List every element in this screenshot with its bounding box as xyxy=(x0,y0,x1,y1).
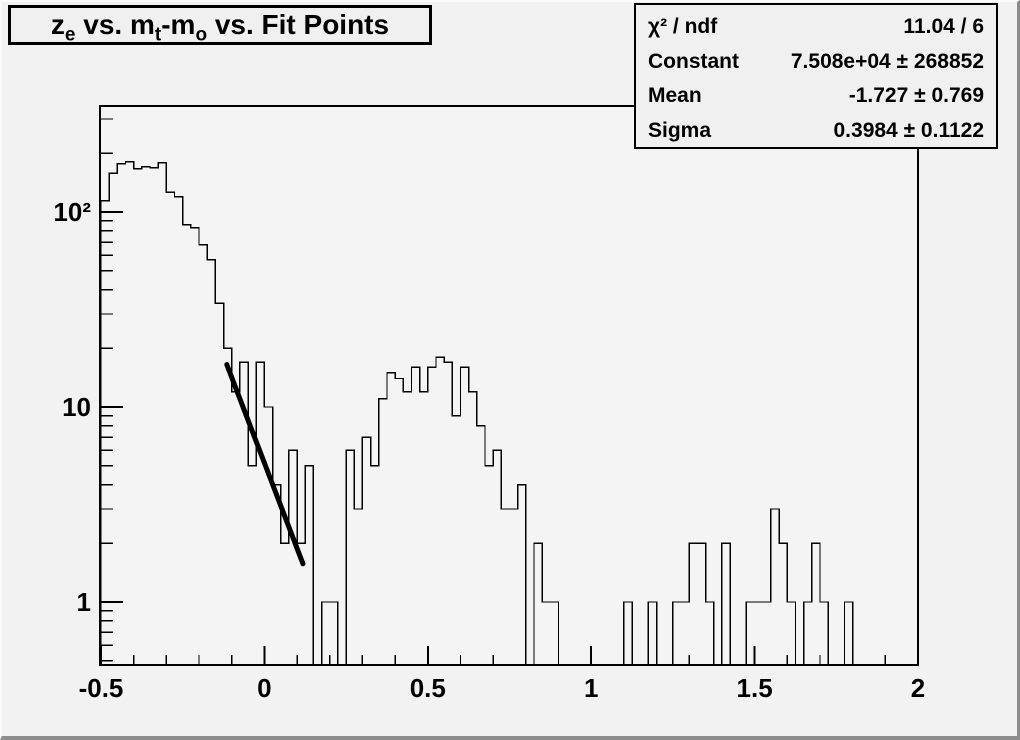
stats-row-sigma: Sigma 0.3984 ± 0.1122 xyxy=(648,114,984,149)
histogram-outline xyxy=(100,161,918,666)
title-text-segment: vs. m xyxy=(75,9,155,40)
stats-label: Constant xyxy=(648,49,739,73)
title-text-segment: vs. Fit Points xyxy=(207,9,390,40)
stats-row-mean: Mean -1.727 ± 0.769 xyxy=(648,79,984,114)
stats-box: χ² / ndf 11.04 / 6 Constant 7.508e+04 ± … xyxy=(634,3,998,149)
stats-label: Mean xyxy=(648,84,702,108)
gaussian-fit-line xyxy=(224,362,306,567)
y-tick-label: 10 xyxy=(62,392,91,422)
stats-row-chi2: χ² / ndf 11.04 / 6 xyxy=(648,10,984,45)
plot-frame xyxy=(99,105,919,666)
x-tick-label: 1 xyxy=(584,673,598,703)
title-text-segment: z xyxy=(50,9,65,40)
stats-label: χ² / ndf xyxy=(648,15,718,39)
x-tick-label: -0.5 xyxy=(79,673,124,703)
x-tick-label: 1.5 xyxy=(737,673,773,703)
x-tick-label: 2 xyxy=(911,673,925,703)
x-tick-label: 0.5 xyxy=(410,673,446,703)
axis-labels: -0.5 0 0.5 1 1.5 2 1 10 10² xyxy=(53,197,925,703)
plot-title-box: ze vs. mt-mo vs. Fit Points xyxy=(8,5,432,45)
y-tick-label: 10² xyxy=(53,197,91,227)
stats-value: 11.04 / 6 xyxy=(903,15,984,39)
stats-value: 7.508e+04 ± 268852 xyxy=(790,49,984,73)
title-subscript: t xyxy=(154,24,162,46)
title-subscript: e xyxy=(64,24,76,46)
plot-title: ze vs. mt-mo vs. Fit Points xyxy=(50,9,390,45)
y-tick-label: 1 xyxy=(77,587,91,617)
histogram-path xyxy=(100,161,918,666)
title-text-segment: -m xyxy=(161,9,196,40)
stats-label: Sigma xyxy=(648,118,712,142)
title-subscript: o xyxy=(195,24,208,46)
x-tick-label: 0 xyxy=(257,673,271,703)
stats-value: 0.3984 ± 0.1122 xyxy=(833,118,985,142)
fit-line xyxy=(224,362,306,567)
stats-row-constant: Constant 7.508e+04 ± 268852 xyxy=(648,45,984,80)
stats-value: -1.727 ± 0.769 xyxy=(848,84,984,108)
